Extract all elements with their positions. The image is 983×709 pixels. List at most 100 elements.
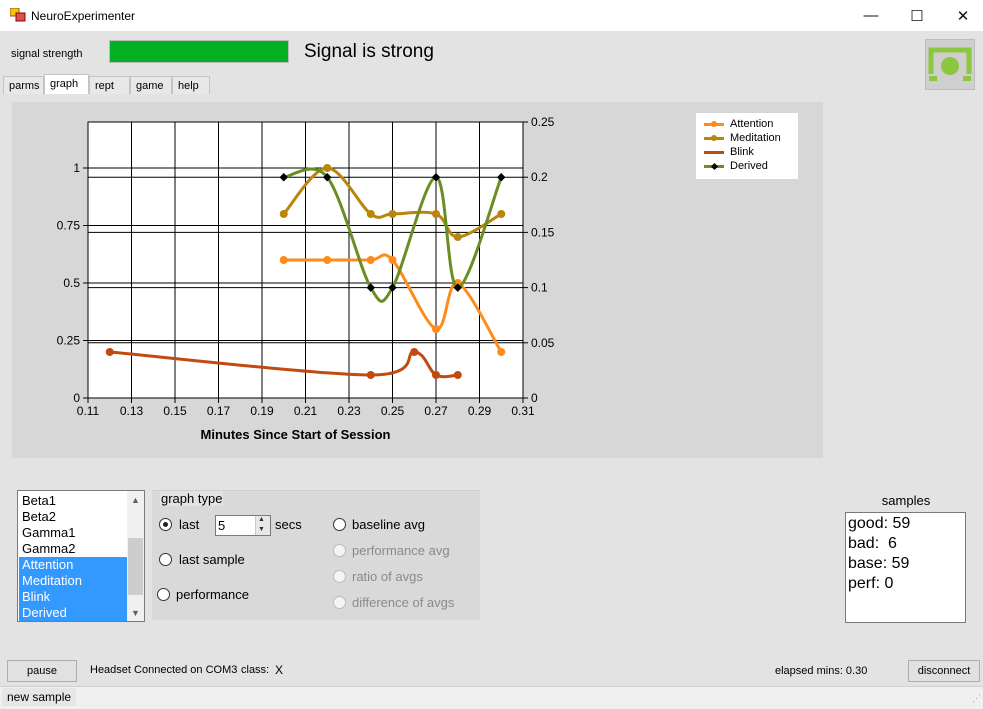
legend-swatch [704, 120, 724, 127]
tab-graph[interactable]: graph [44, 74, 89, 95]
tab-game[interactable]: game [130, 76, 172, 94]
headset-icon[interactable] [925, 39, 975, 90]
scroll-down-icon[interactable]: ▼ [131, 607, 140, 618]
pause-button[interactable]: pause [7, 660, 77, 682]
tab-label: game [136, 80, 164, 92]
legend-swatch [704, 134, 724, 141]
spin-up-icon[interactable]: ▲ [258, 516, 265, 523]
status-bar-text: new sample [2, 688, 77, 706]
secs-unit-label: secs [275, 517, 302, 532]
samples-perf: perf: 0 [848, 575, 894, 592]
legend-item-blink: Blink [704, 145, 754, 159]
tab-parms[interactable]: parms [3, 76, 44, 94]
radio-last-label: last [179, 517, 200, 532]
tab-label: rept [95, 80, 114, 92]
y-tick-label-right: 0 [531, 391, 538, 405]
data-point-blink [453, 371, 462, 379]
tab-label: parms [9, 80, 40, 92]
radio-baseline-avg[interactable] [333, 518, 346, 531]
data-point-derived [279, 172, 288, 182]
maximize-button[interactable]: ☐ [894, 0, 940, 31]
scrollbar-thumb[interactable] [128, 538, 143, 595]
y-tick-label-right: 0.05 [531, 336, 555, 350]
y-tick-label-left: 0.25 [57, 334, 81, 348]
x-tick-label: 0.19 [250, 404, 274, 418]
samples-base: base: 59 [848, 555, 910, 572]
y-tick-label-right: 0.2 [531, 170, 548, 184]
close-button[interactable]: ✕ [940, 0, 983, 31]
listbox-scrollbar[interactable]: ▲ ▼ [127, 491, 144, 621]
x-tick-label: 0.13 [120, 404, 144, 418]
disconnect-button[interactable]: disconnect [908, 660, 980, 682]
samples-bad: bad: 6 [848, 535, 897, 552]
list-item[interactable]: Beta1 [22, 493, 56, 508]
elapsed-mins: elapsed mins: 0.30 [775, 665, 868, 677]
list-item[interactable]: Meditation [19, 573, 127, 589]
data-point-meditation [366, 210, 375, 218]
data-point-attention [279, 256, 288, 264]
radio-last[interactable] [159, 518, 172, 531]
resize-grip-icon[interactable]: ⋰ [972, 693, 981, 703]
tab-help[interactable]: help [172, 76, 210, 94]
signal-strength-label: signal strength [11, 48, 83, 60]
legend-label: Meditation [730, 132, 781, 144]
data-point-attention [323, 256, 332, 264]
data-point-blink [366, 371, 375, 379]
channel-listbox[interactable]: Beta1 Beta2 Gamma1 Gamma2 Attention Medi… [17, 490, 145, 622]
list-item[interactable]: Beta2 [22, 509, 56, 524]
window-title: NeuroExperimenter [31, 9, 136, 23]
class-label: class: [241, 664, 270, 676]
radio-baseline-avg-label: baseline avg [352, 517, 425, 532]
graph-type-title: graph type [160, 491, 224, 506]
list-item[interactable]: Blink [19, 589, 127, 605]
legend-label: Derived [730, 160, 768, 172]
data-point-meditation [279, 210, 288, 218]
radio-difference-of-avgs-label: difference of avgs [352, 595, 455, 610]
data-point-derived [431, 172, 441, 182]
minimize-button[interactable]: — [848, 0, 894, 31]
plot-border [87, 121, 524, 399]
samples-title: samples [881, 493, 931, 508]
radio-performance-avg-label: performance avg [352, 543, 450, 558]
x-tick-label: 0.29 [468, 404, 492, 418]
x-tick-label: 0.17 [207, 404, 231, 418]
title-bar [0, 0, 983, 31]
scroll-up-icon[interactable]: ▲ [131, 494, 140, 505]
data-point-derived [323, 172, 332, 182]
list-item[interactable]: Gamma2 [22, 541, 76, 556]
list-item[interactable]: Derived [19, 605, 127, 621]
graph-type-group [152, 490, 480, 620]
signal-strength-fill [110, 41, 288, 62]
list-item[interactable]: Attention [19, 557, 127, 573]
y-tick-label-right: 0.1 [531, 281, 548, 295]
y-tick-label-right: 0.25 [531, 115, 555, 129]
maximize-icon: ☐ [910, 7, 924, 25]
app-icon [9, 7, 26, 22]
data-point-attention [388, 256, 397, 264]
legend-swatch [704, 150, 724, 154]
radio-last-sample[interactable] [159, 553, 172, 566]
tab-rept[interactable]: rept [89, 76, 130, 94]
samples-textbox[interactable]: good: 59 bad: 6 base: 59 perf: 0 [845, 512, 966, 623]
data-point-meditation [497, 210, 506, 218]
data-point-attention [432, 325, 440, 333]
legend-item-attention: Attention [704, 117, 773, 131]
y-tick-label-right: 0.15 [531, 225, 555, 239]
data-point-blink [410, 348, 419, 356]
data-point-derived [453, 283, 462, 292]
radio-ratio-of-avgs-label: ratio of avgs [352, 569, 423, 584]
data-point-meditation [453, 233, 462, 241]
samples-good: good: 59 [848, 515, 911, 532]
radio-difference-of-avgs [333, 596, 346, 609]
status-bar [0, 686, 983, 709]
list-item[interactable]: Gamma1 [22, 525, 76, 540]
radio-performance-label: performance [176, 587, 249, 602]
minimize-icon: — [863, 7, 879, 24]
spin-down-icon[interactable]: ▼ [258, 526, 265, 533]
secs-spinner[interactable]: ▲ ▼ [255, 516, 270, 535]
y-tick-label-left: 0.75 [57, 219, 81, 233]
data-point-derived [497, 172, 506, 182]
radio-performance-avg [333, 544, 346, 557]
y-tick-label-left: 0.5 [63, 276, 80, 290]
radio-performance[interactable] [157, 588, 170, 601]
